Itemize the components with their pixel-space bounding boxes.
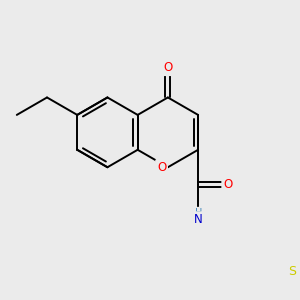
Text: N: N (285, 267, 294, 280)
Text: O: O (223, 178, 232, 191)
Text: N: N (194, 213, 203, 226)
Text: H: H (195, 208, 202, 218)
Text: O: O (163, 61, 172, 74)
Text: O: O (157, 161, 166, 174)
Text: S: S (288, 266, 296, 278)
Text: N: N (285, 264, 294, 277)
